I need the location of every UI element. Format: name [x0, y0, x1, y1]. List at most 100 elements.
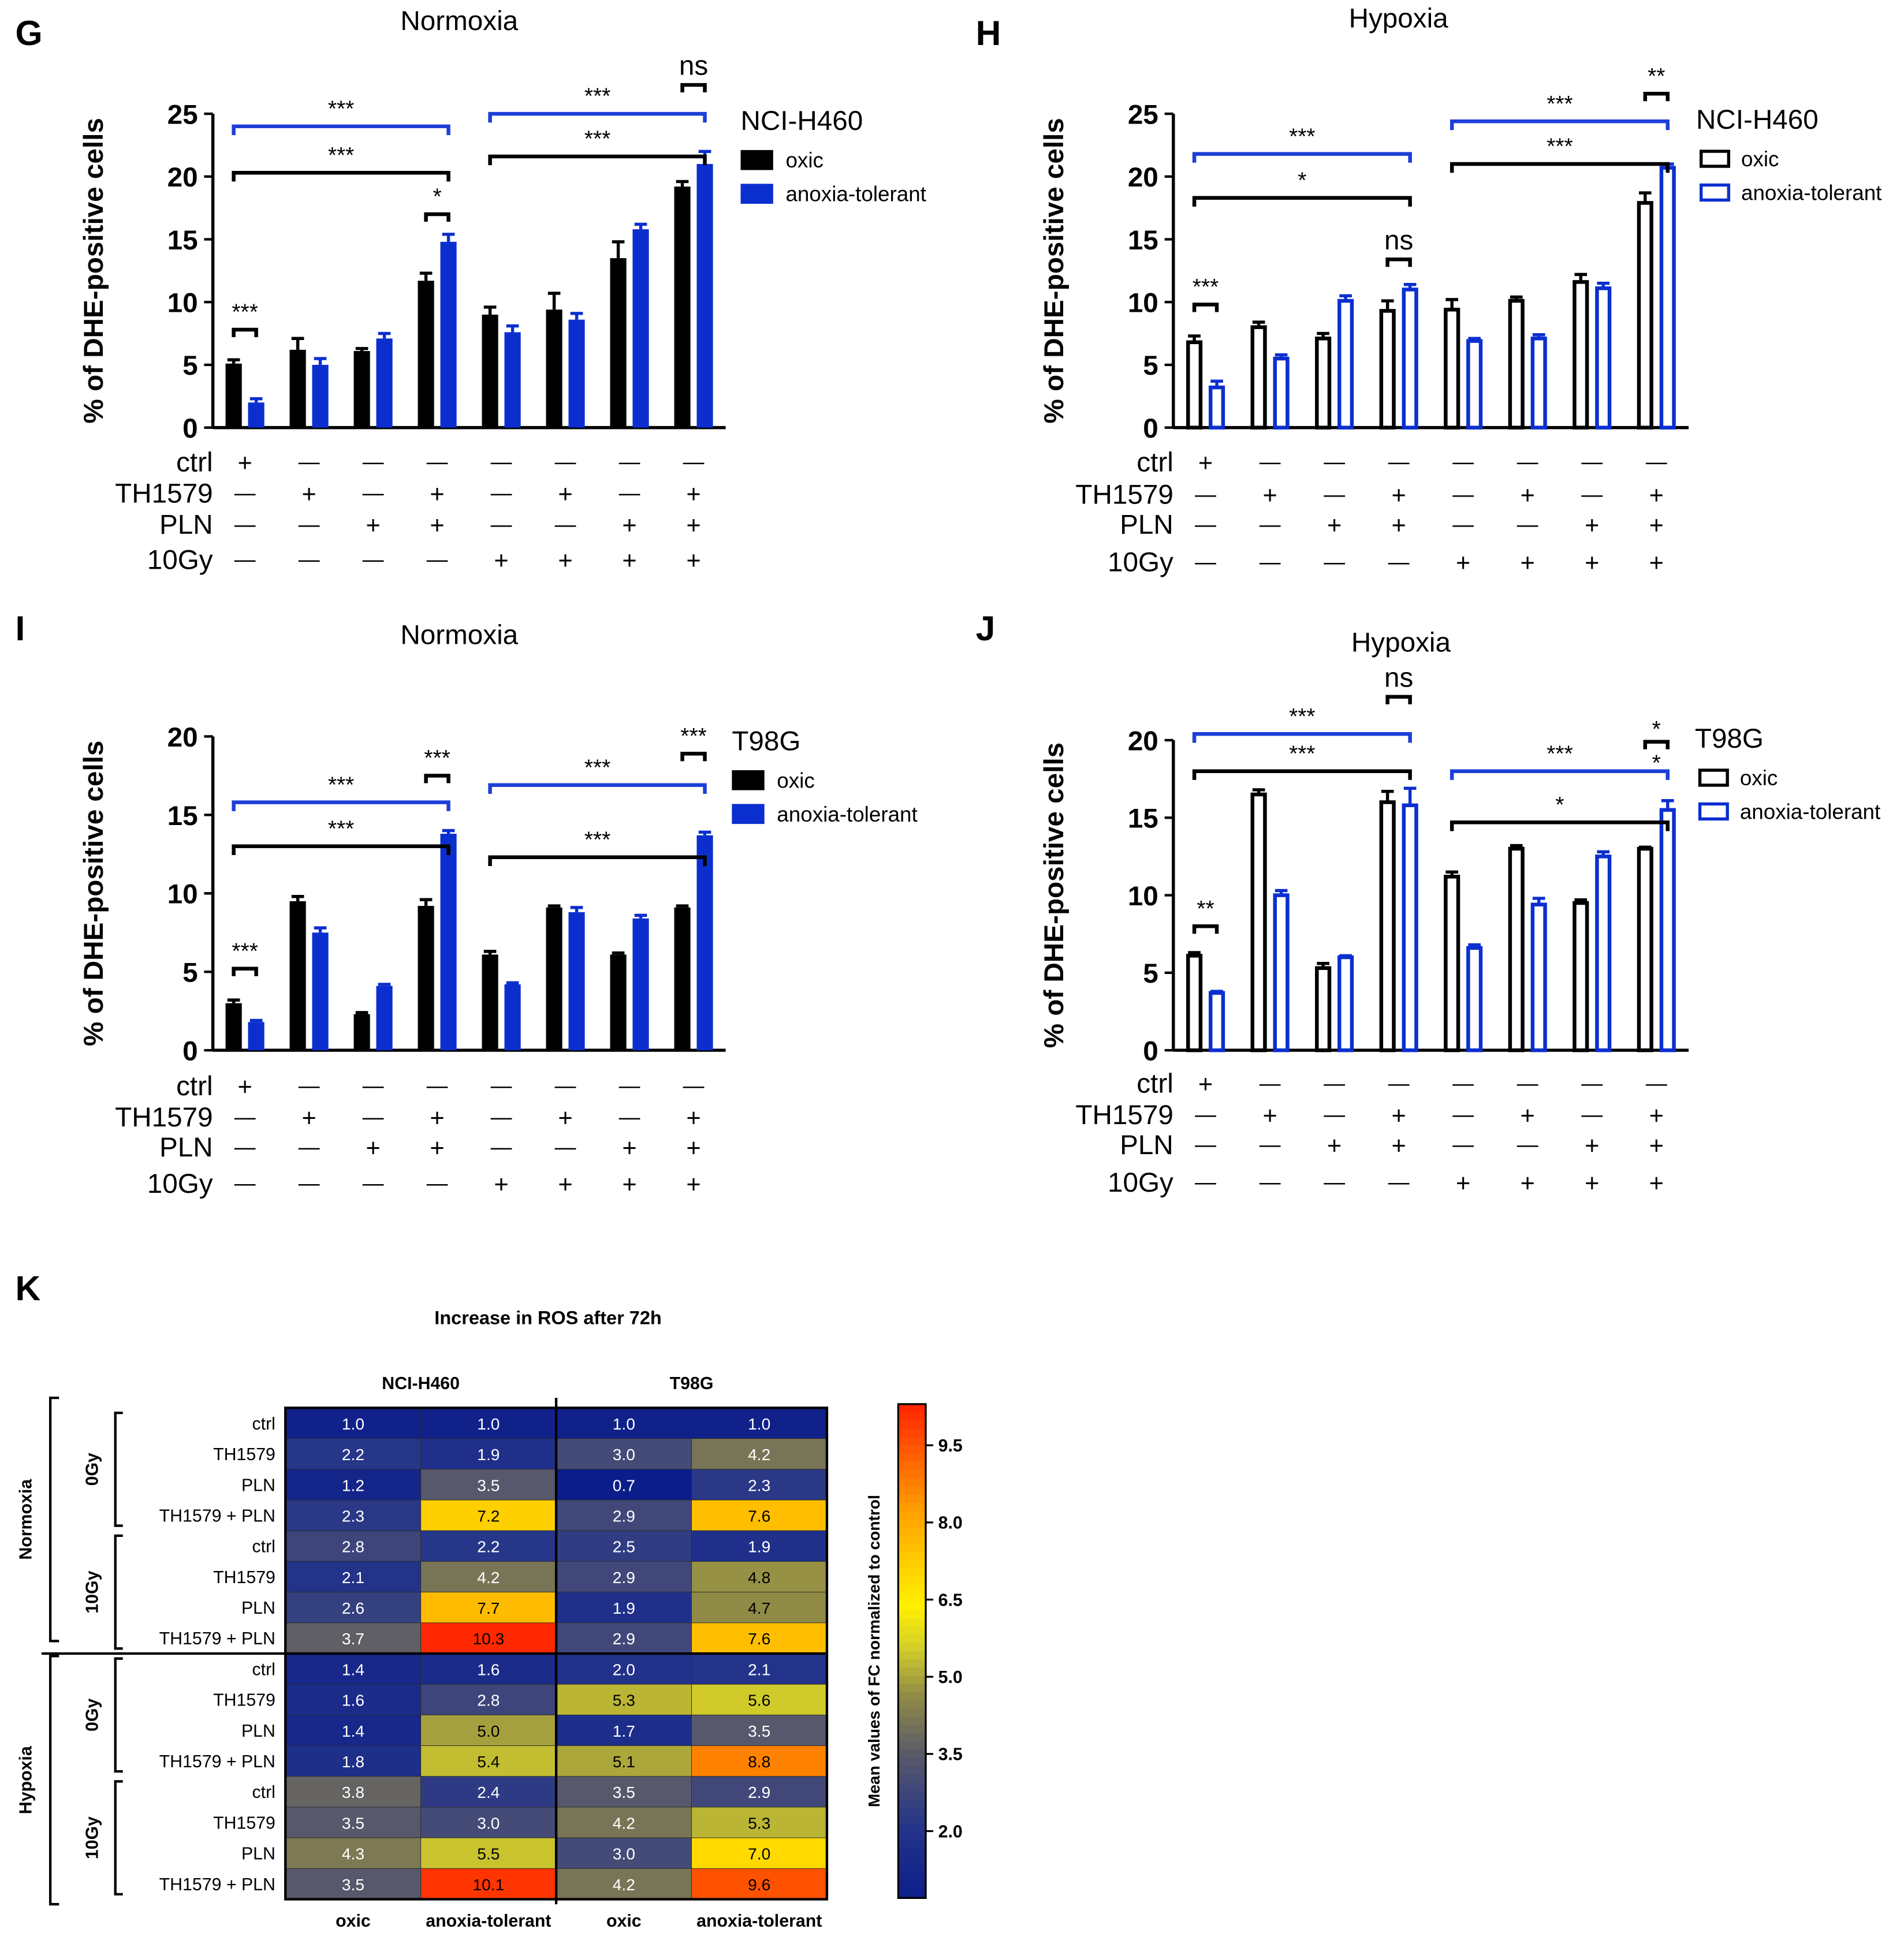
- bar-oxic: [289, 349, 306, 428]
- significance-label: ***: [584, 127, 610, 152]
- bar-oxic: [1508, 846, 1525, 1053]
- condition-sign: —: [1517, 1071, 1538, 1095]
- heatmap-row-label: TH1579 + PLN: [159, 1752, 275, 1771]
- y-tick-label: 10: [1128, 288, 1158, 319]
- condition-sign: —: [1517, 512, 1538, 536]
- condition-sign: +: [1392, 482, 1406, 510]
- y-tick-label: 10: [167, 288, 198, 319]
- condition-sign: —: [1260, 1071, 1281, 1095]
- condition-row-label: PLN: [1120, 1130, 1173, 1160]
- significance-label: **: [1648, 64, 1665, 89]
- condition-sign: +: [622, 1171, 636, 1199]
- y-tick-label: 20: [167, 162, 198, 193]
- condition-sign: —: [1324, 482, 1345, 506]
- heatmap-value: 3.5: [477, 1476, 500, 1494]
- colorbar-segment: [898, 1610, 926, 1619]
- chart-title: Normoxia: [400, 6, 518, 36]
- heatmap-value: 8.8: [748, 1753, 770, 1771]
- bar-oxic: [353, 1014, 370, 1051]
- bar-oxic: [1250, 325, 1267, 430]
- legend-swatch: [732, 804, 765, 824]
- heatmap-value: 5.0: [477, 1722, 500, 1740]
- colorbar-segment: [898, 1881, 926, 1891]
- significance-label: ***: [680, 724, 707, 749]
- y-tick-label: 0: [1143, 413, 1158, 444]
- legend-swatch: [740, 150, 773, 170]
- condition-sign: —: [1324, 1170, 1345, 1193]
- heatmap-value: 3.7: [342, 1630, 364, 1648]
- heatmap-cell: [285, 1653, 422, 1685]
- significance-label: ns: [1384, 225, 1413, 256]
- heatmap-value: 1.9: [477, 1446, 500, 1464]
- bar-oxic: [1573, 901, 1589, 1053]
- heatmap-value: 1.7: [613, 1722, 635, 1740]
- condition-sign: —: [1452, 482, 1474, 506]
- heatmap-value: 5.3: [748, 1814, 770, 1832]
- condition-sign: —: [1646, 1071, 1667, 1095]
- heatmap-cell: [556, 1714, 692, 1747]
- condition-sign: —: [1452, 1103, 1474, 1126]
- condition-sign: —: [1195, 1170, 1216, 1193]
- heatmap-value: 5.6: [748, 1692, 770, 1710]
- condition-sign: —: [1388, 1071, 1410, 1095]
- colorbar-segment: [898, 1807, 926, 1817]
- condition-sign: —: [234, 1135, 256, 1159]
- condition-row-label: PLN: [159, 510, 213, 540]
- group-bracket: [488, 111, 707, 123]
- y-axis-label: % of DHE-positive cells: [79, 741, 109, 1046]
- condition-sign: +: [1585, 1132, 1599, 1160]
- colorbar-segment: [898, 1544, 926, 1553]
- significance-label: ***: [584, 755, 610, 780]
- panel-letter: I: [15, 609, 25, 648]
- condition-sign: —: [1517, 450, 1538, 473]
- condition-sign: —: [1452, 512, 1474, 536]
- colorbar-tick-label: 3.5: [938, 1745, 963, 1764]
- bar-anoxia-tolerant: [568, 912, 585, 1051]
- condition-sign: +: [237, 449, 252, 477]
- condition-sign: —: [1517, 1133, 1538, 1156]
- heatmap-value: 1.0: [342, 1415, 364, 1433]
- colorbar-segment: [898, 1478, 926, 1487]
- significance-label: *: [1652, 717, 1661, 742]
- heatmap-value: 2.1: [342, 1569, 364, 1587]
- panel-i: I Normoxia 0 5 10 15 20 % of DHE-positive cells…: [15, 609, 917, 1199]
- chart-title: Normoxia: [400, 620, 518, 650]
- heatmap-value: 2.3: [342, 1507, 364, 1525]
- heatmap-cell: [556, 1776, 692, 1808]
- colorbar-segment: [898, 1470, 926, 1479]
- pair-bracket: [232, 327, 258, 338]
- legend-swatch: [1698, 768, 1729, 787]
- legend-title: T98G: [732, 726, 800, 756]
- condition-sign: —: [1452, 1133, 1474, 1156]
- colorbar-segment: [898, 1799, 926, 1808]
- legend-title: T98G: [1695, 723, 1764, 754]
- condition-row-label: 10Gy: [1108, 547, 1173, 578]
- heatmap-value: 2.2: [477, 1538, 500, 1556]
- condition-sign: —: [1646, 450, 1667, 473]
- heatmap-cell: [556, 1530, 692, 1562]
- heatmap-cell: [691, 1714, 828, 1747]
- colorbar-segment: [898, 1824, 926, 1833]
- legend-label: anoxia-tolerant: [777, 803, 917, 826]
- condition-sign: —: [363, 1074, 384, 1098]
- group-bracket: [232, 124, 450, 135]
- colorbar-segment: [898, 1618, 926, 1628]
- heatmap-row-label: TH1579 + PLN: [159, 1506, 275, 1525]
- condition-row-label: TH1579: [1075, 480, 1173, 510]
- pair-bracket: [1192, 303, 1219, 312]
- colorbar-segment: [898, 1428, 926, 1438]
- heatmap-cell: [420, 1438, 557, 1470]
- colorbar-segment: [898, 1832, 926, 1841]
- bar-anoxia-tolerant: [1273, 356, 1290, 430]
- condition-sign: —: [363, 547, 384, 571]
- condition-row-label: ctrl: [1137, 1069, 1173, 1099]
- bar-oxic: [1444, 875, 1460, 1053]
- colorbar-segment: [898, 1700, 926, 1710]
- condition-sign: +: [686, 1171, 701, 1199]
- heatmap-value: 1.6: [477, 1660, 500, 1678]
- heatmap-cell: [420, 1745, 557, 1777]
- heatmap-value: 2.3: [748, 1476, 770, 1494]
- heatmap-value: 4.3: [342, 1845, 364, 1863]
- heatmap-cell: [691, 1499, 828, 1531]
- heatmap-value: 2.1: [748, 1660, 770, 1678]
